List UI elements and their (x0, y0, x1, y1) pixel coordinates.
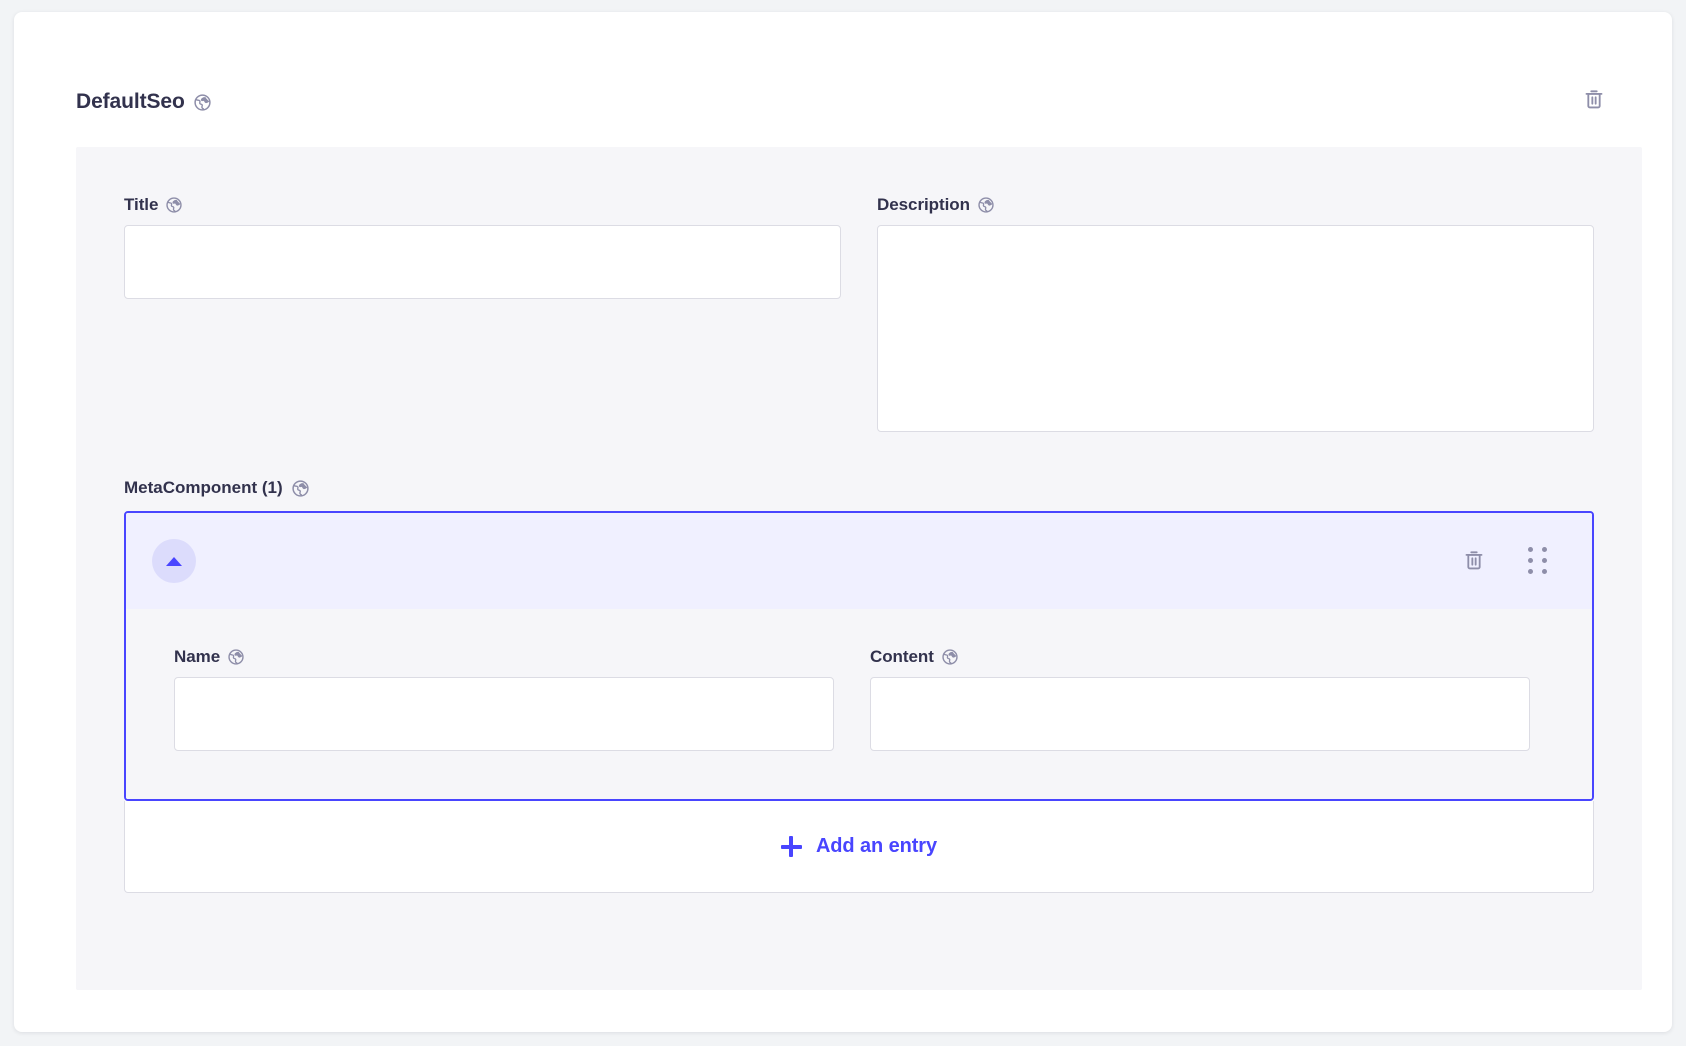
globe-icon (942, 648, 959, 666)
drag-handle-icon[interactable] (1528, 547, 1548, 574)
page-title: DefaultSeo (76, 90, 185, 113)
repeatable-component-section: MetaComponent (1) (124, 477, 1594, 893)
trash-icon (1463, 549, 1485, 574)
field-name: Name (174, 647, 834, 751)
drag-dot (1542, 547, 1547, 552)
plus-icon (780, 836, 802, 857)
globe-icon (292, 479, 309, 497)
repeatable-label: MetaComponent (1) (124, 478, 283, 497)
drag-dot (1528, 547, 1533, 552)
component-entry-body: Name (126, 609, 1592, 799)
field-description: Description (877, 195, 1594, 437)
card-title-group: DefaultSeo (76, 90, 211, 114)
title-input[interactable] (124, 225, 841, 299)
fields-panel: Title Description (76, 147, 1642, 990)
field-title-label: Title (124, 195, 159, 214)
name-input[interactable] (174, 677, 834, 751)
field-title-label-row: Title (124, 195, 841, 215)
field-title: Title (124, 195, 841, 437)
add-entry-inner: Add an entry (780, 835, 938, 858)
globe-icon (194, 93, 211, 111)
caret-up-icon (166, 556, 182, 566)
drag-dot (1542, 569, 1547, 574)
component-entry: Name (124, 511, 1594, 801)
top-fields-grid: Title Description (124, 195, 1594, 437)
repeatable-label-row: MetaComponent (1) (124, 477, 1594, 499)
field-name-label: Name (174, 647, 221, 666)
drag-dot (1542, 558, 1547, 563)
globe-icon (166, 196, 183, 214)
card-header: DefaultSeo (76, 80, 1610, 124)
field-content-label: Content (870, 647, 934, 666)
field-description-label: Description (877, 195, 970, 214)
component-editor-card: DefaultSeo (14, 12, 1672, 1032)
globe-icon (228, 648, 245, 666)
add-entry-label: Add an entry (815, 835, 938, 857)
add-entry-button[interactable]: Add an entry (124, 801, 1594, 893)
drag-dot (1528, 558, 1533, 563)
delete-entry-button[interactable] (1458, 545, 1490, 577)
drag-dot (1528, 569, 1533, 574)
field-description-label-row: Description (877, 195, 1594, 215)
globe-icon (978, 196, 995, 214)
trash-icon (1583, 88, 1605, 113)
field-content-label-row: Content (870, 647, 1530, 667)
component-entry-header (126, 513, 1592, 609)
content-input[interactable] (870, 677, 1530, 751)
description-textarea[interactable] (877, 225, 1594, 432)
collapse-entry-button[interactable] (152, 539, 196, 583)
field-content: Content (870, 647, 1530, 751)
delete-component-button[interactable] (1578, 84, 1610, 116)
field-name-label-row: Name (174, 647, 834, 667)
component-entry-actions (1458, 545, 1548, 577)
